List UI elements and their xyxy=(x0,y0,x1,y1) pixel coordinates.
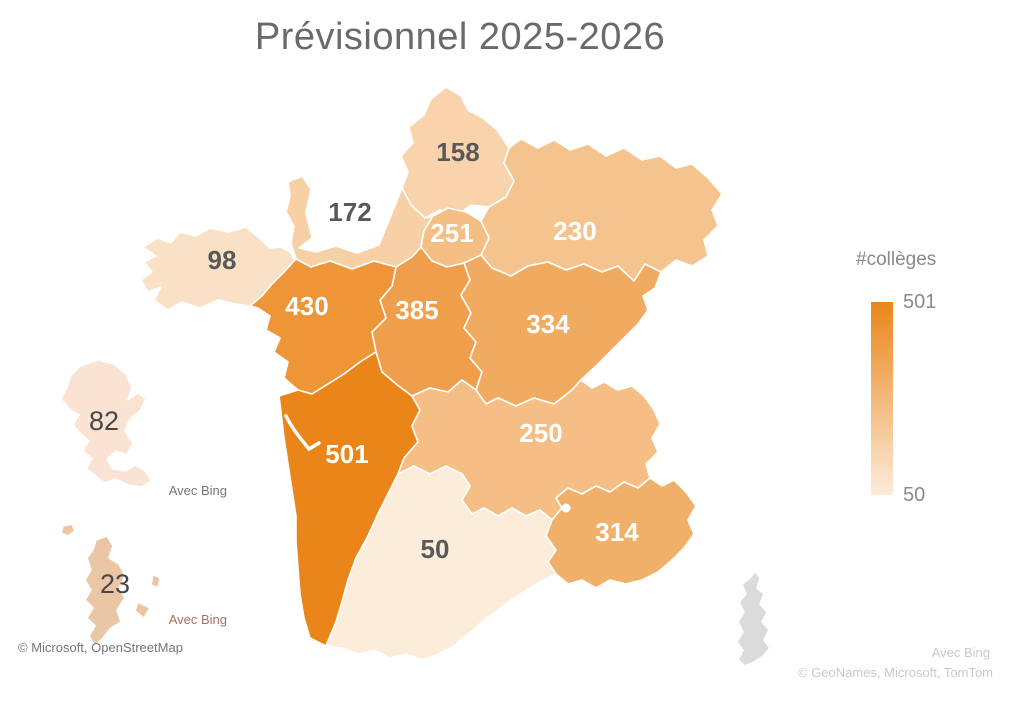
attribution-martinique-bing: Avec Bing xyxy=(168,483,227,498)
region-provence-alpes-cote-d-azur[interactable] xyxy=(545,477,697,589)
water-layer xyxy=(284,414,571,513)
page-title: Prévisionnel 2025-2026 xyxy=(254,16,666,58)
gironde-estuary xyxy=(284,414,311,451)
attribution-bing-bottom-right: Avec Bing xyxy=(931,645,990,660)
legend-max-label: 501 xyxy=(903,291,937,313)
region-mayotte[interactable] xyxy=(60,523,161,647)
region-value-label-ile-de-france: 251 xyxy=(430,218,473,248)
vaucluse-enclave xyxy=(561,503,571,513)
region-value-label-hauts-de-france: 158 xyxy=(436,137,479,167)
region-value-label-bretagne: 98 xyxy=(208,245,237,275)
dordogne-river xyxy=(307,441,321,451)
region-value-label-pays-de-la-loire: 430 xyxy=(285,291,328,321)
region-martinique[interactable] xyxy=(60,359,152,488)
attribution-openstreetmap: © Microsoft, OpenStreetMap xyxy=(18,640,183,655)
legend-min-label: 50 xyxy=(903,484,926,506)
region-value-label-occitanie: 50 xyxy=(421,534,450,564)
labels-layer: 158 172 230 251 98 385 334 430 501 250 50 314 82 23 xyxy=(89,137,639,599)
region-grand-est[interactable] xyxy=(480,138,723,282)
region-value-label-auvergne-rhone-alpes: 250 xyxy=(519,418,562,448)
region-value-label-mayotte: 23 xyxy=(100,569,130,599)
region-occitanie[interactable] xyxy=(325,465,557,661)
attribution-mayotte-bing: Avec Bing xyxy=(168,612,227,627)
region-value-label-martinique: 82 xyxy=(89,406,119,436)
region-value-label-centre-val-de-loire: 385 xyxy=(395,295,438,325)
region-value-label-bourgogne-franche-comte: 334 xyxy=(526,309,570,339)
legend-title: #collèges xyxy=(856,249,937,270)
region-value-label-normandie: 172 xyxy=(328,197,371,227)
region-bourgogne-franche-comte[interactable] xyxy=(460,254,662,407)
attribution-geonames: © GeoNames, Microsoft, TomTom xyxy=(798,665,993,680)
region-value-label-nouvelle-aquitaine: 501 xyxy=(325,439,368,469)
region-corse[interactable] xyxy=(736,570,771,667)
legend-gradient-bar xyxy=(871,302,893,495)
region-value-label-grand-est: 230 xyxy=(553,216,596,246)
region-value-label-provence-alpes-cote-d-azur: 314 xyxy=(595,517,639,547)
regions-layer xyxy=(60,86,771,667)
